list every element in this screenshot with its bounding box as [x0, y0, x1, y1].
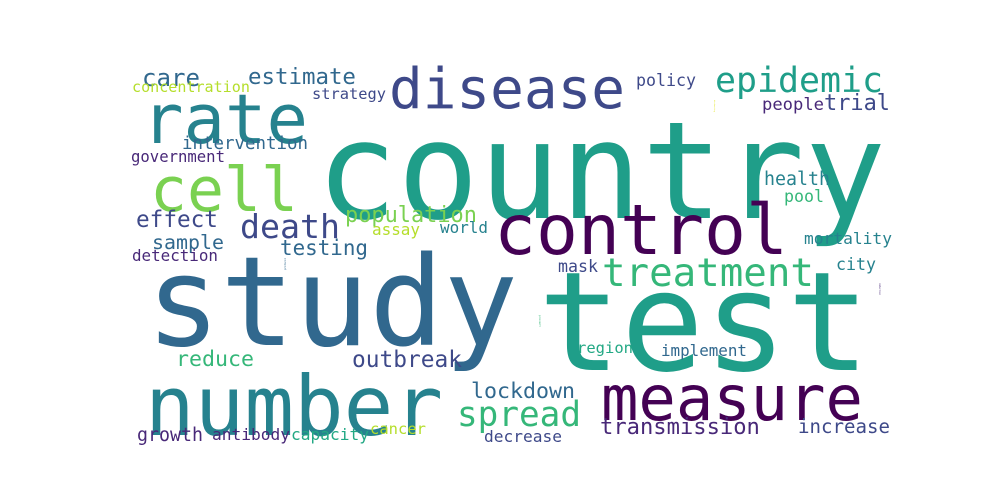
word-city: city	[836, 255, 876, 274]
word-antibody: antibody	[212, 425, 290, 444]
word-testing: testing	[280, 236, 368, 260]
word-strategy: strategy	[312, 85, 386, 103]
word-study: study	[146, 231, 519, 375]
word-growth: growth	[137, 425, 203, 446]
word-mask: mask	[558, 257, 598, 276]
word-country: country	[316, 92, 886, 250]
word-people: people	[762, 95, 824, 115]
word-protocol: protocol	[284, 258, 287, 270]
word-reduction: reduction	[878, 283, 882, 295]
word-epidemic: epidemic	[715, 61, 883, 101]
word-cell: cell	[150, 155, 298, 226]
word-world: world	[440, 218, 488, 237]
word-disease: disease	[389, 57, 626, 122]
word-mortality: mortality	[804, 229, 892, 248]
word-increase: increase	[798, 415, 890, 438]
word-concentration: concentration	[132, 78, 250, 96]
word-death: death	[240, 207, 340, 246]
word-health: health	[764, 169, 830, 190]
word-decrease: decrease	[484, 427, 562, 446]
word-population: population	[345, 203, 477, 228]
word-sample: sample	[152, 231, 224, 254]
word-control: control	[494, 190, 788, 271]
word-effect: effect	[136, 207, 218, 233]
word-lockdown: lockdown	[471, 379, 575, 404]
word-intervention: intervention	[182, 134, 308, 154]
word-implement: implement	[661, 341, 747, 360]
word-measure: measure	[601, 362, 863, 435]
word-distancing: distancing	[712, 100, 715, 112]
word-rate: rate	[142, 80, 308, 160]
word-cloud: country study test number control rate d…	[125, 57, 892, 448]
word-cancer: cancer	[370, 420, 426, 438]
word-transmission: transmission	[600, 414, 760, 440]
word-reduce: reduce	[176, 347, 254, 372]
word-assay: assay	[372, 220, 420, 239]
word-policy: policy	[636, 71, 696, 90]
word-capacity: capacity	[291, 425, 369, 444]
word-treatment: treatment	[602, 251, 814, 296]
word-spread: spread	[457, 395, 582, 435]
word-pool: pool	[784, 187, 824, 206]
word-care: care	[142, 64, 200, 92]
word-government: government	[131, 148, 225, 166]
word-detection: detection	[132, 246, 218, 265]
word-number: number	[145, 359, 444, 455]
word-test: test	[538, 242, 870, 403]
word-outbreak: outbreak	[352, 347, 462, 373]
word-trial: trial	[824, 91, 890, 116]
word-estimate: estimate	[248, 64, 356, 90]
word-region: region	[577, 339, 633, 357]
word-prevent: prevent	[537, 315, 542, 327]
